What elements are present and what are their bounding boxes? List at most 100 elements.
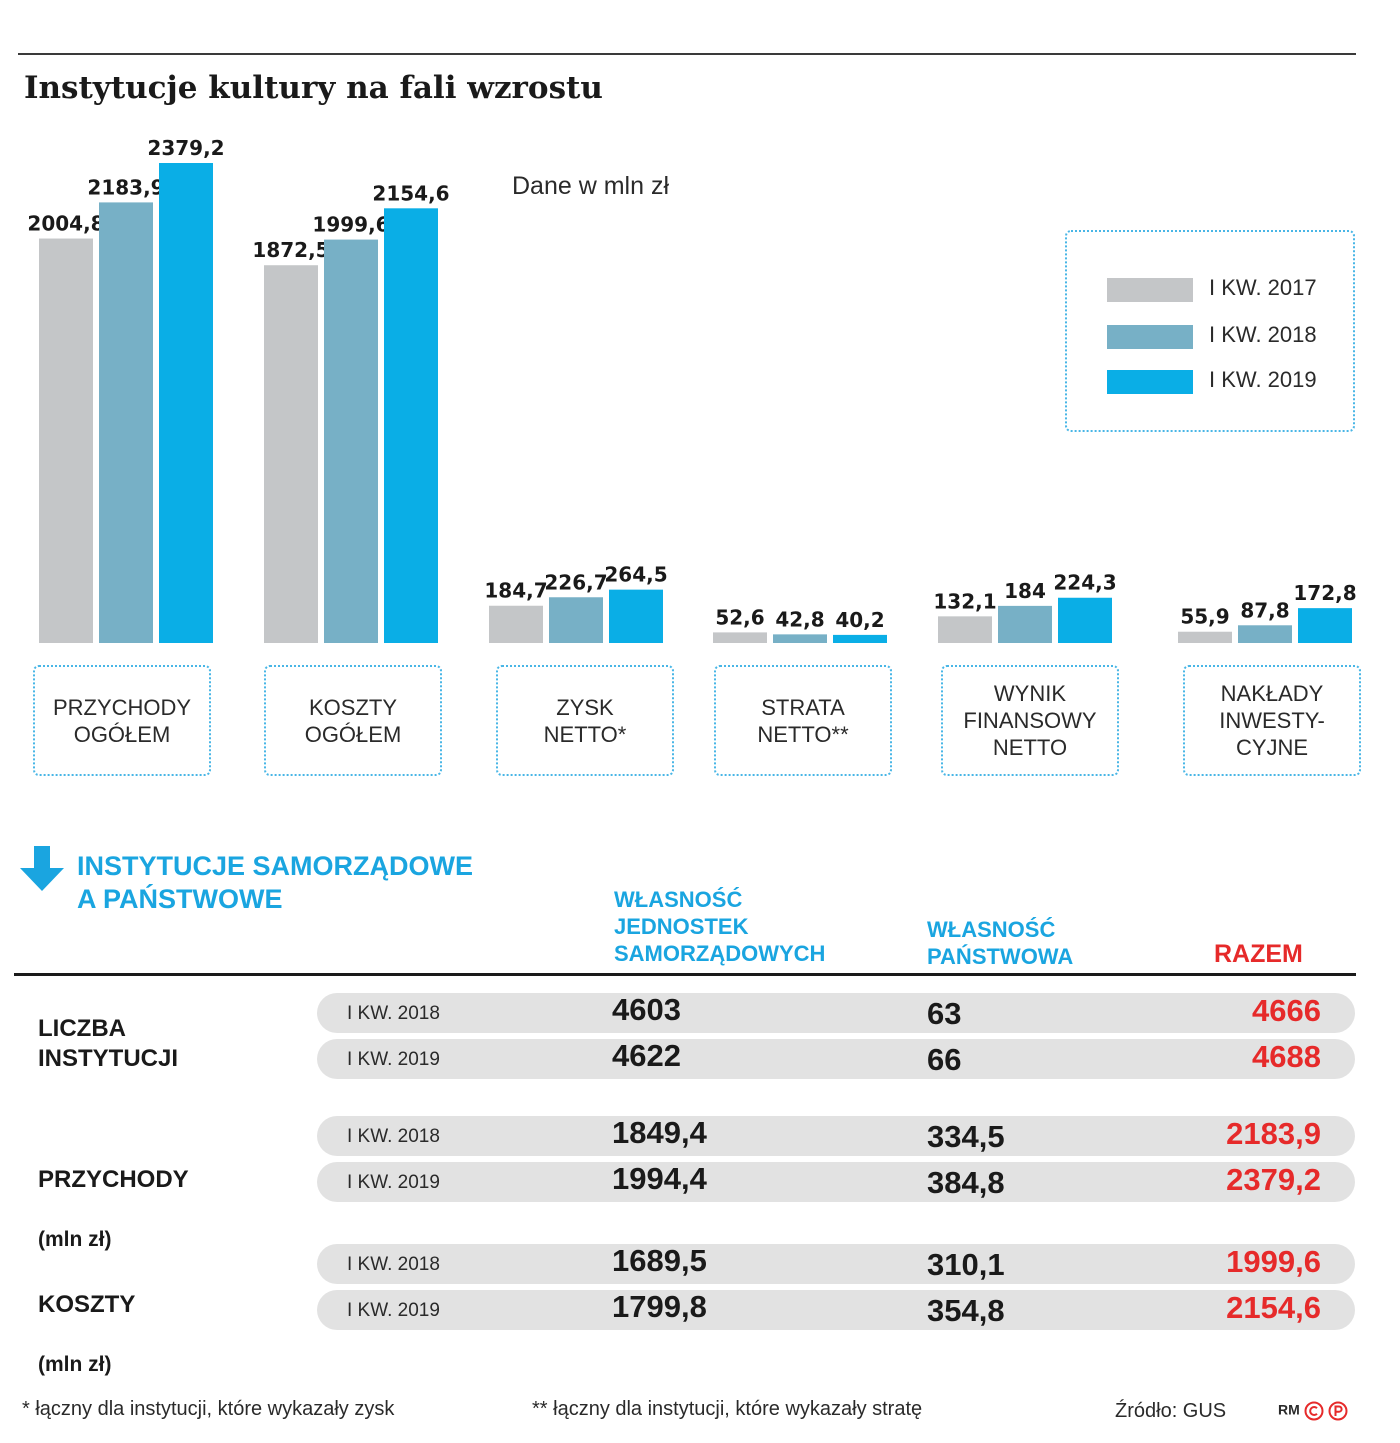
bar-value-label: 2154,6: [372, 181, 449, 205]
bar-value-label: 264,5: [604, 563, 667, 587]
category-label: NAKŁADY INWESTY- CYJNE: [1219, 681, 1325, 760]
row-value-razem: 1999,6: [1226, 1244, 1321, 1279]
category-box-przychody: PRZYCHODY OGÓŁEM: [33, 665, 211, 776]
table-row: I KW. 2019 1994,4 384,8 2379,2: [317, 1161, 1355, 1202]
column-header-panstwowa: WŁASNOŚĆ PAŃSTWOWA: [927, 917, 1074, 969]
footnote-zysk: * łączny dla instytucji, które wykazały …: [22, 1398, 395, 1420]
category-box-zysk: ZYSK NETTO*: [496, 665, 674, 776]
bar-value-label: 2183,9: [87, 175, 164, 199]
category-box-wynik: WYNIK FINANSOWY NETTO: [941, 665, 1119, 776]
row-value-samorzadowe: 1689,5: [612, 1243, 707, 1278]
legend-swatch-2018: [1107, 325, 1193, 349]
row-value-razem: 2183,9: [1226, 1116, 1321, 1151]
bar-2-series-2: [324, 239, 378, 643]
bar-2-series-3: [384, 208, 438, 643]
bar-1-series-3: [159, 163, 213, 643]
row-value-samorzadowe: 1994,4: [612, 1161, 707, 1196]
bar-value-label: 1999,6: [312, 213, 389, 237]
bar-3-series-1: [489, 605, 543, 643]
bar-value-label: 184,7: [484, 579, 547, 603]
legend-label-2019: I KW. 2019: [1209, 367, 1317, 392]
category-label: STRATA NETTO**: [757, 694, 849, 747]
bar-value-label: 172,8: [1293, 581, 1356, 605]
copyright-icon: [1304, 1401, 1324, 1421]
bar-value-label: 52,6: [715, 605, 764, 629]
bar-3-series-2: [549, 597, 603, 643]
footnote-strata: ** łączny dla instytucji, które wykazały…: [532, 1398, 923, 1420]
top-rule: [18, 53, 1356, 55]
table-row: I KW. 2019 4622 66 4688: [317, 1038, 1355, 1079]
group-label-przychody: PRZYCHODY (mln zł): [38, 1135, 189, 1285]
category-label: KOSZTY OGÓŁEM: [304, 694, 402, 747]
bar-2-series-1: [264, 265, 318, 643]
publisher-logo: RM: [1278, 1401, 1348, 1421]
bar-5-series-2: [998, 605, 1052, 643]
bar-value-label: 132,1: [933, 589, 996, 613]
group-label-liczba: LICZBA INSTYTUCJI: [38, 1015, 179, 1072]
column-header-razem: RAZEM: [1214, 940, 1303, 968]
category-label: WYNIK FINANSOWY NETTO: [963, 681, 1097, 760]
group-label-koszty-unit: (mln zł): [38, 1353, 112, 1376]
bar-5-series-3: [1058, 597, 1112, 643]
bar-value-label: 40,2: [835, 608, 884, 632]
category-box-naklady: NAKŁADY INWESTY- CYJNE: [1183, 665, 1361, 776]
row-value-samorzadowe: 4603: [612, 992, 681, 1027]
chart-title: Instytucje kultury na fali wzrostu: [24, 70, 603, 106]
legend-swatch-2017: [1107, 278, 1193, 302]
bar-5-series-1: [938, 616, 992, 643]
bar-6-series-3: [1298, 608, 1352, 643]
row-period: I KW. 2018: [347, 1254, 440, 1275]
bar-6-series-2: [1238, 625, 1292, 643]
table-row: I KW. 2018 1689,5 310,1 1999,6: [317, 1243, 1355, 1284]
row-period: I KW. 2018: [347, 1003, 440, 1024]
row-value-panstwowa: 354,8: [927, 1293, 1005, 1328]
table-row: I KW. 2018 1849,4 334,5 2183,9: [317, 1115, 1355, 1156]
bar-4-series-2: [773, 634, 827, 643]
row-period: I KW. 2019: [347, 1049, 440, 1070]
table-rule: [14, 973, 1356, 976]
bar-value-label: 55,9: [1180, 605, 1229, 629]
row-value-samorzadowe: 1799,8: [612, 1289, 707, 1324]
section-title: INSTYTUCJE SAMORZĄDOWE A PAŃSTWOWE: [77, 851, 474, 914]
row-value-panstwowa: 384,8: [927, 1165, 1005, 1200]
table-row: I KW. 2019 1799,8 354,8 2154,6: [317, 1289, 1355, 1330]
unit-note: Dane w mln zł: [512, 172, 669, 200]
bar-4-series-1: [713, 632, 767, 643]
bar-value-label: 184: [1004, 579, 1046, 603]
bar-value-label: 226,7: [544, 570, 607, 594]
legend-swatch-2019: [1107, 370, 1193, 394]
row-value-razem: 2379,2: [1226, 1162, 1321, 1197]
row-value-panstwowa: 310,1: [927, 1247, 1005, 1282]
bar-6-series-1: [1178, 631, 1232, 643]
row-value-panstwowa: 63: [927, 996, 962, 1031]
legend: I KW. 2017 I KW. 2018 I KW. 2019: [1065, 230, 1355, 432]
bar-1-series-1: [39, 238, 93, 643]
category-label: PRZYCHODY OGÓŁEM: [52, 694, 192, 747]
arrow-down-icon: [20, 846, 64, 891]
row-value-razem: 4666: [1252, 993, 1321, 1028]
row-period: I KW. 2019: [347, 1172, 440, 1193]
bar-value-label: 2004,8: [27, 212, 104, 236]
category-box-strata: STRATA NETTO**: [714, 665, 892, 776]
group-label-przychody-unit: (mln zł): [38, 1228, 112, 1251]
group-label-przychody-main: PRZYCHODY: [38, 1166, 189, 1193]
bar-value-label: 224,3: [1053, 571, 1116, 595]
row-period: I KW. 2018: [347, 1126, 440, 1147]
row-value-panstwowa: 66: [927, 1042, 962, 1077]
row-value-samorzadowe: 1849,4: [612, 1115, 707, 1150]
bar-value-label: 2379,2: [147, 136, 224, 160]
category-label: ZYSK NETTO*: [543, 694, 627, 747]
column-header-samorzadowe: WŁASNOŚĆ JEDNOSTEK SAMORZĄDOWYCH: [614, 887, 826, 966]
group-label-koszty-main: KOSZTY: [38, 1291, 136, 1318]
bar-value-label: 1872,5: [252, 238, 329, 262]
logo-text: RM: [1278, 1401, 1300, 1418]
group-label-koszty: KOSZTY (mln zł): [38, 1260, 135, 1410]
bar-value-label: 42,8: [775, 607, 824, 631]
row-value-samorzadowe: 4622: [612, 1038, 681, 1073]
source-note: Źródło: GUS: [1115, 1400, 1227, 1422]
bar-1-series-2: [99, 202, 153, 643]
row-period: I KW. 2019: [347, 1300, 440, 1321]
category-box-koszty: KOSZTY OGÓŁEM: [264, 665, 442, 776]
bar-4-series-3: [833, 634, 887, 643]
